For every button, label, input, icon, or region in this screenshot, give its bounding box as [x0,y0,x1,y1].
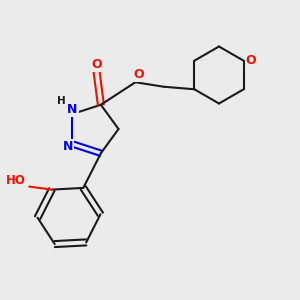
Text: H: H [58,95,66,106]
Text: O: O [133,68,144,81]
Text: N: N [67,103,78,116]
Text: HO: HO [6,174,26,187]
Text: O: O [91,58,102,71]
Text: O: O [246,54,256,67]
Text: N: N [63,140,73,154]
